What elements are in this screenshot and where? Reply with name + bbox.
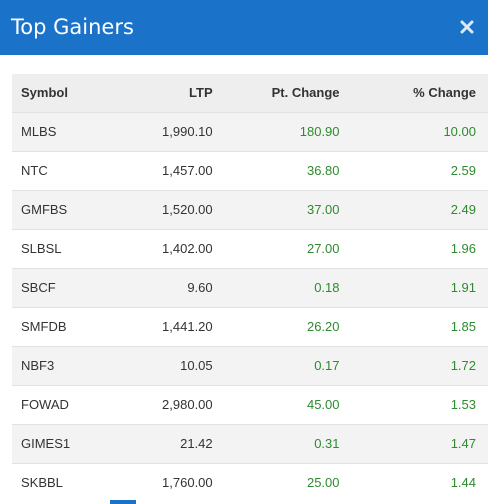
table-row[interactable]: FOWAD 2,980.00 45.00 1.53 xyxy=(12,385,488,424)
scroll-indicator[interactable] xyxy=(110,500,136,504)
cell-ltp: 9.60 xyxy=(187,280,213,295)
cell-ltp: 1,457.00 xyxy=(162,163,213,178)
table-row[interactable]: NTC 1,457.00 36.80 2.59 xyxy=(12,151,488,190)
column-header-symbol[interactable]: Symbol xyxy=(21,85,68,101)
cell-pt-change: 25.00 xyxy=(306,475,340,491)
dialog-title: Top Gainers xyxy=(11,15,134,39)
table-row[interactable]: SKBBL 1,760.00 25.00 1.44 xyxy=(12,463,488,502)
cell-symbol[interactable]: SKBBL xyxy=(21,475,63,491)
cell-symbol[interactable]: NTC xyxy=(21,163,48,178)
table-row[interactable]: GIMES1 21.42 0.31 1.47 xyxy=(12,424,488,463)
cell-symbol[interactable]: GMFBS xyxy=(21,202,68,217)
cell-ltp: 1,990.10 xyxy=(162,124,213,139)
top-gainers-table-container: Symbol LTP Pt. Change % Change MLBS 1,99… xyxy=(12,74,488,502)
dialog-header: Top Gainers xyxy=(0,0,488,55)
close-button[interactable] xyxy=(455,15,479,39)
table-row[interactable]: SBCF 9.60 0.18 1.91 xyxy=(12,268,488,307)
cell-ltp: 21.42 xyxy=(180,436,213,451)
cell-ltp: 1,402.00 xyxy=(162,241,213,256)
cell-pt-change: 36.80 xyxy=(306,163,340,178)
cell-pct-change: 1.53 xyxy=(450,397,476,412)
column-header-ltp[interactable]: LTP xyxy=(189,85,213,101)
cell-ltp: 1,520.00 xyxy=(162,202,213,217)
cell-pt-change: 0.18 xyxy=(314,280,340,295)
cell-pct-change: 1.44 xyxy=(450,475,476,491)
table-row[interactable]: GMFBS 1,520.00 37.00 2.49 xyxy=(12,190,488,229)
cell-symbol[interactable]: GIMES1 xyxy=(21,436,71,451)
cell-ltp: 10.05 xyxy=(180,358,213,373)
cell-pt-change: 180.90 xyxy=(299,124,340,139)
cell-pct-change: 1.72 xyxy=(450,358,476,373)
cell-pct-change: 1.96 xyxy=(450,241,476,256)
cell-pt-change: 27.00 xyxy=(306,241,340,256)
table-row[interactable]: SMFDB 1,441.20 26.20 1.85 xyxy=(12,307,488,346)
column-header-pct-change[interactable]: % Change xyxy=(413,85,476,101)
cell-symbol[interactable]: NBF3 xyxy=(21,358,55,373)
cell-symbol[interactable]: SLBSL xyxy=(21,241,62,256)
cell-pt-change: 45.00 xyxy=(306,397,340,412)
table-header-row: Symbol LTP Pt. Change % Change xyxy=(12,74,488,112)
table-row[interactable]: MLBS 1,990.10 180.90 10.00 xyxy=(12,112,488,151)
cell-pt-change: 26.20 xyxy=(306,319,340,334)
cell-pt-change: 37.00 xyxy=(306,202,340,217)
cell-symbol[interactable]: MLBS xyxy=(21,124,57,139)
table-row[interactable]: NBF3 10.05 0.17 1.72 xyxy=(12,346,488,385)
cell-pct-change: 2.59 xyxy=(450,163,476,178)
cell-pct-change: 2.49 xyxy=(450,202,476,217)
cell-pct-change: 1.47 xyxy=(450,436,476,451)
close-icon xyxy=(460,20,474,34)
cell-symbol[interactable]: SBCF xyxy=(21,280,56,295)
cell-pct-change: 1.91 xyxy=(450,280,476,295)
top-gainers-table: Symbol LTP Pt. Change % Change MLBS 1,99… xyxy=(12,74,488,502)
cell-symbol[interactable]: FOWAD xyxy=(21,397,69,412)
cell-ltp: 1,760.00 xyxy=(162,475,213,491)
column-header-pt-change[interactable]: Pt. Change xyxy=(271,85,340,101)
cell-pct-change: 10.00 xyxy=(443,124,476,139)
cell-pt-change: 0.17 xyxy=(314,358,340,373)
cell-ltp: 2,980.00 xyxy=(162,397,213,412)
cell-pct-change: 1.85 xyxy=(450,319,476,334)
cell-symbol[interactable]: SMFDB xyxy=(21,319,67,334)
table-row[interactable]: SLBSL 1,402.00 27.00 1.96 xyxy=(12,229,488,268)
cell-pt-change: 0.31 xyxy=(314,436,340,451)
cell-ltp: 1,441.20 xyxy=(162,319,213,334)
